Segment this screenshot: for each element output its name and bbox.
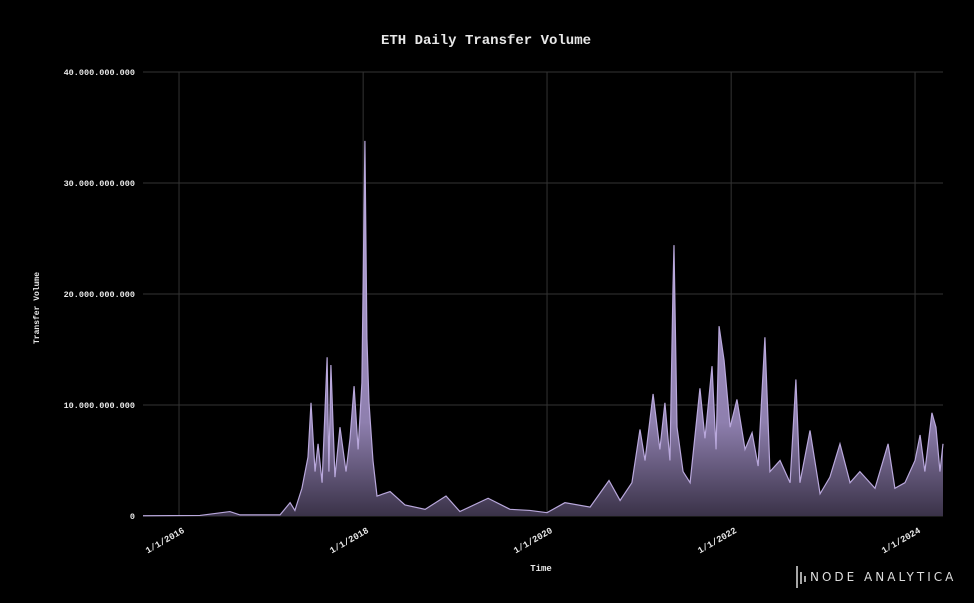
y-axis-label: Transfer Volume [33,272,42,344]
x-tick-label: 1/1/2016 [144,526,186,556]
x-tick-label: 1/1/2020 [512,526,554,556]
area-fill [143,140,943,516]
x-tick-label: 1/1/2022 [696,526,738,556]
y-tick-label: 0 [130,512,135,522]
y-tick-label: 30.000.000.000 [64,179,135,189]
area-line [142,140,944,517]
y-tick-label: 20.000.000.000 [64,290,135,300]
brand-name: NODE ANALYTICA [810,570,956,584]
chart-title: ETH Daily Transfer Volume [381,33,591,49]
brand-logo: NODE ANALYTICA [796,566,956,588]
x-tick-label: 1/1/2018 [328,526,370,556]
x-tick-label: 1/1/2024 [880,526,923,557]
x-axis-label: Time [530,564,552,574]
y-tick-label: 40.000.000.000 [64,68,135,78]
y-tick-label: 10.000.000.000 [64,401,135,411]
